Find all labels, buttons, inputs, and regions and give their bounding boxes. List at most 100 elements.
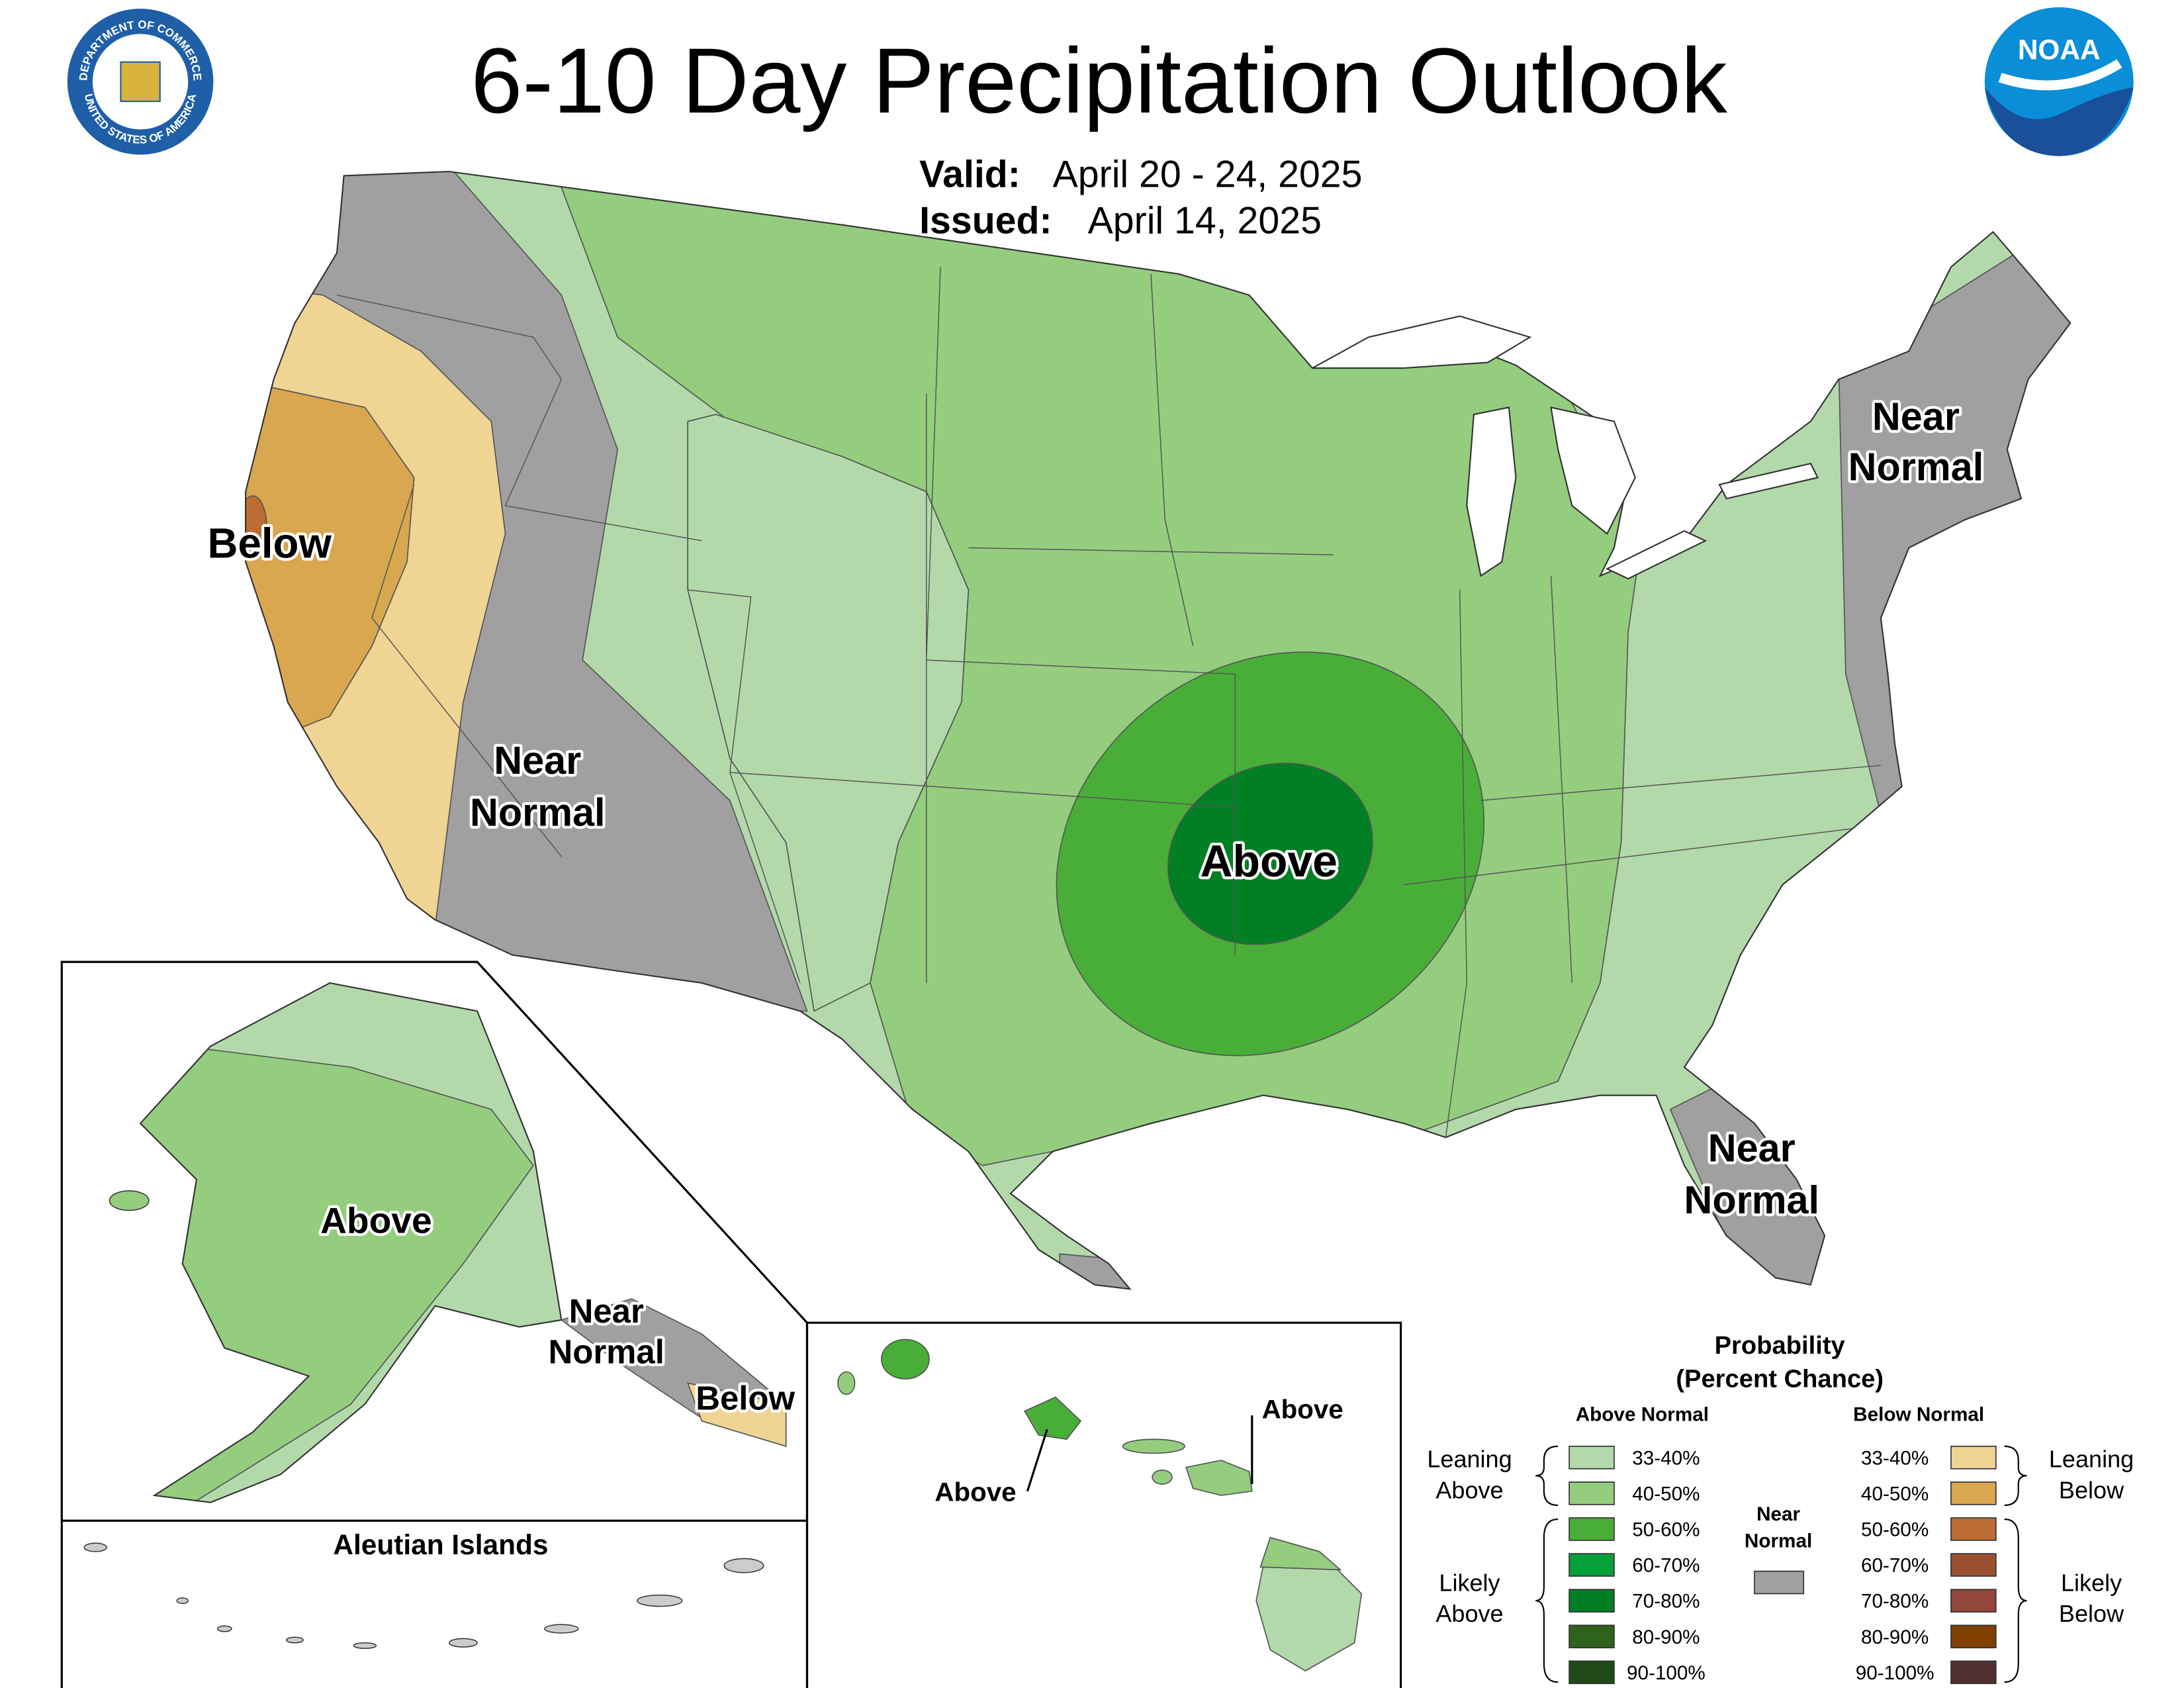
conus (245, 171, 2071, 1290)
alaska-inset (544, 1624, 579, 1634)
alaska-inset (109, 1190, 150, 1211)
legend-swatch (1569, 1589, 1615, 1613)
hawaii-inset (805, 1321, 1402, 1688)
legend-label: 90-100% (1856, 1662, 1934, 1684)
alaska-inset (176, 1597, 189, 1605)
legend-label: 80-90% (1861, 1626, 1929, 1648)
legend-swatch (1950, 1660, 1997, 1685)
noaa-text: NOAA (2018, 34, 2101, 65)
hawaii-inset (881, 1338, 930, 1380)
legend-brace (1535, 1445, 1559, 1506)
legend-swatch (1950, 1553, 1997, 1577)
noaa-logo: NOAA (1984, 7, 2134, 156)
region-label: Above (320, 1199, 432, 1241)
legend-label: 50-60% (1632, 1519, 1700, 1541)
legend-group: Likely (1439, 1569, 1500, 1596)
legend-swatch (1950, 1445, 1997, 1470)
region-label: Near (569, 1292, 644, 1330)
commerce-seal (120, 61, 161, 103)
legend-swatch (1754, 1570, 1805, 1595)
legend-brace (1535, 1445, 2027, 1683)
outlook-zone (1838, 195, 2071, 816)
legend-label: 33-40% (1632, 1447, 1700, 1469)
hawaii-inset (1152, 1470, 1173, 1485)
state-lines (729, 393, 1236, 983)
issued-label: Issued: (919, 199, 1052, 242)
legend-group: Above (1435, 1476, 1503, 1503)
hawaii-inset (805, 1321, 1402, 1688)
legend-swatch (1950, 1589, 1997, 1613)
outlook-zone (687, 414, 970, 1012)
state-lines (1445, 575, 1573, 1138)
hawaii-inset (1023, 1396, 1082, 1440)
issued-date: April 14, 2025 (1088, 199, 1322, 242)
state-lines (1403, 765, 1881, 886)
legend-brace (1535, 1519, 1559, 1683)
hawaii-inset (1026, 1429, 1048, 1492)
legend-label: 50-60% (1861, 1519, 1929, 1541)
alaska-inset (353, 1642, 377, 1649)
legend-swatch (1569, 1553, 1615, 1577)
alaska-inset (285, 1636, 304, 1644)
legend-title: (Percent Chance) (1676, 1365, 1884, 1393)
outlook-zone (246, 171, 2071, 1289)
region-label: Below (696, 1380, 795, 1417)
great-lakes (1466, 406, 1517, 577)
great-lakes (1718, 463, 1819, 500)
legend-label: 90-100% (1627, 1662, 1706, 1684)
state-lines (687, 421, 801, 984)
alaska-inset (637, 1594, 683, 1607)
alaska-inset (140, 982, 562, 1503)
legend-swatch (1569, 1517, 1615, 1541)
legend-heading: Above Normal (1576, 1404, 1709, 1426)
legend-swatch (1950, 1624, 1997, 1649)
great-lakes (1605, 530, 1707, 580)
legend-label: 40-50% (1632, 1483, 1700, 1505)
legend-label: 60-70% (1861, 1555, 1929, 1577)
region-label: Normal (1684, 1178, 1819, 1222)
alaska-inset (448, 1638, 478, 1648)
legend-group: Above (1435, 1600, 1503, 1627)
hawaii-inset (1185, 1460, 1253, 1496)
valid-date: April 20 - 24, 2025 (1053, 153, 1363, 195)
legend-label: 40-50% (1861, 1483, 1929, 1505)
legend-group: Likely (2061, 1569, 2122, 1596)
legend-group: Below (2059, 1476, 2124, 1503)
state-lines (371, 484, 562, 857)
alaska-inset (686, 1382, 787, 1447)
great-lakes (1312, 315, 1819, 580)
legend-group: Leaning (1427, 1446, 1512, 1473)
great-lakes (1550, 406, 1636, 535)
legend-group: Leaning (2049, 1446, 2134, 1473)
legend-swatch (1950, 1517, 1997, 1541)
region-label: Above (1262, 1394, 1343, 1424)
legend-heading: Below Normal (1853, 1404, 1984, 1426)
alaska-inset (723, 1558, 764, 1573)
noaa-logo (1984, 87, 2134, 156)
region-label: Near (494, 738, 581, 782)
alaska-inset (83, 1542, 764, 1649)
legend-brace (2004, 1519, 2027, 1683)
hawaii-inset (1259, 1536, 1342, 1571)
hawaii-inset (1122, 1438, 1185, 1454)
legend-group: Below (2059, 1600, 2124, 1627)
outlook-zone (1059, 1253, 1145, 1289)
legend-brace (2004, 1445, 2027, 1506)
great-lakes (1312, 315, 1532, 369)
alaska-inset (139, 982, 563, 1503)
region-label: Normal (470, 790, 606, 834)
legend-label: 70-80% (1861, 1591, 1929, 1613)
alaska-inset (60, 961, 809, 1688)
legend: Probability (Percent Chance) Above Norma… (1427, 1331, 2134, 1685)
outlook-zone (246, 495, 267, 559)
legend-label: 33-40% (1861, 1447, 1929, 1469)
region-label: Below (208, 520, 332, 567)
alaska-inset (216, 1625, 232, 1632)
valid-label: Valid: (919, 153, 1021, 195)
region-label: Near (1872, 394, 1960, 438)
region-label: Normal (549, 1333, 664, 1371)
legend-swatch (1950, 1481, 1997, 1505)
legend-label: 70-80% (1632, 1591, 1700, 1613)
region-label: Above (934, 1477, 1016, 1507)
